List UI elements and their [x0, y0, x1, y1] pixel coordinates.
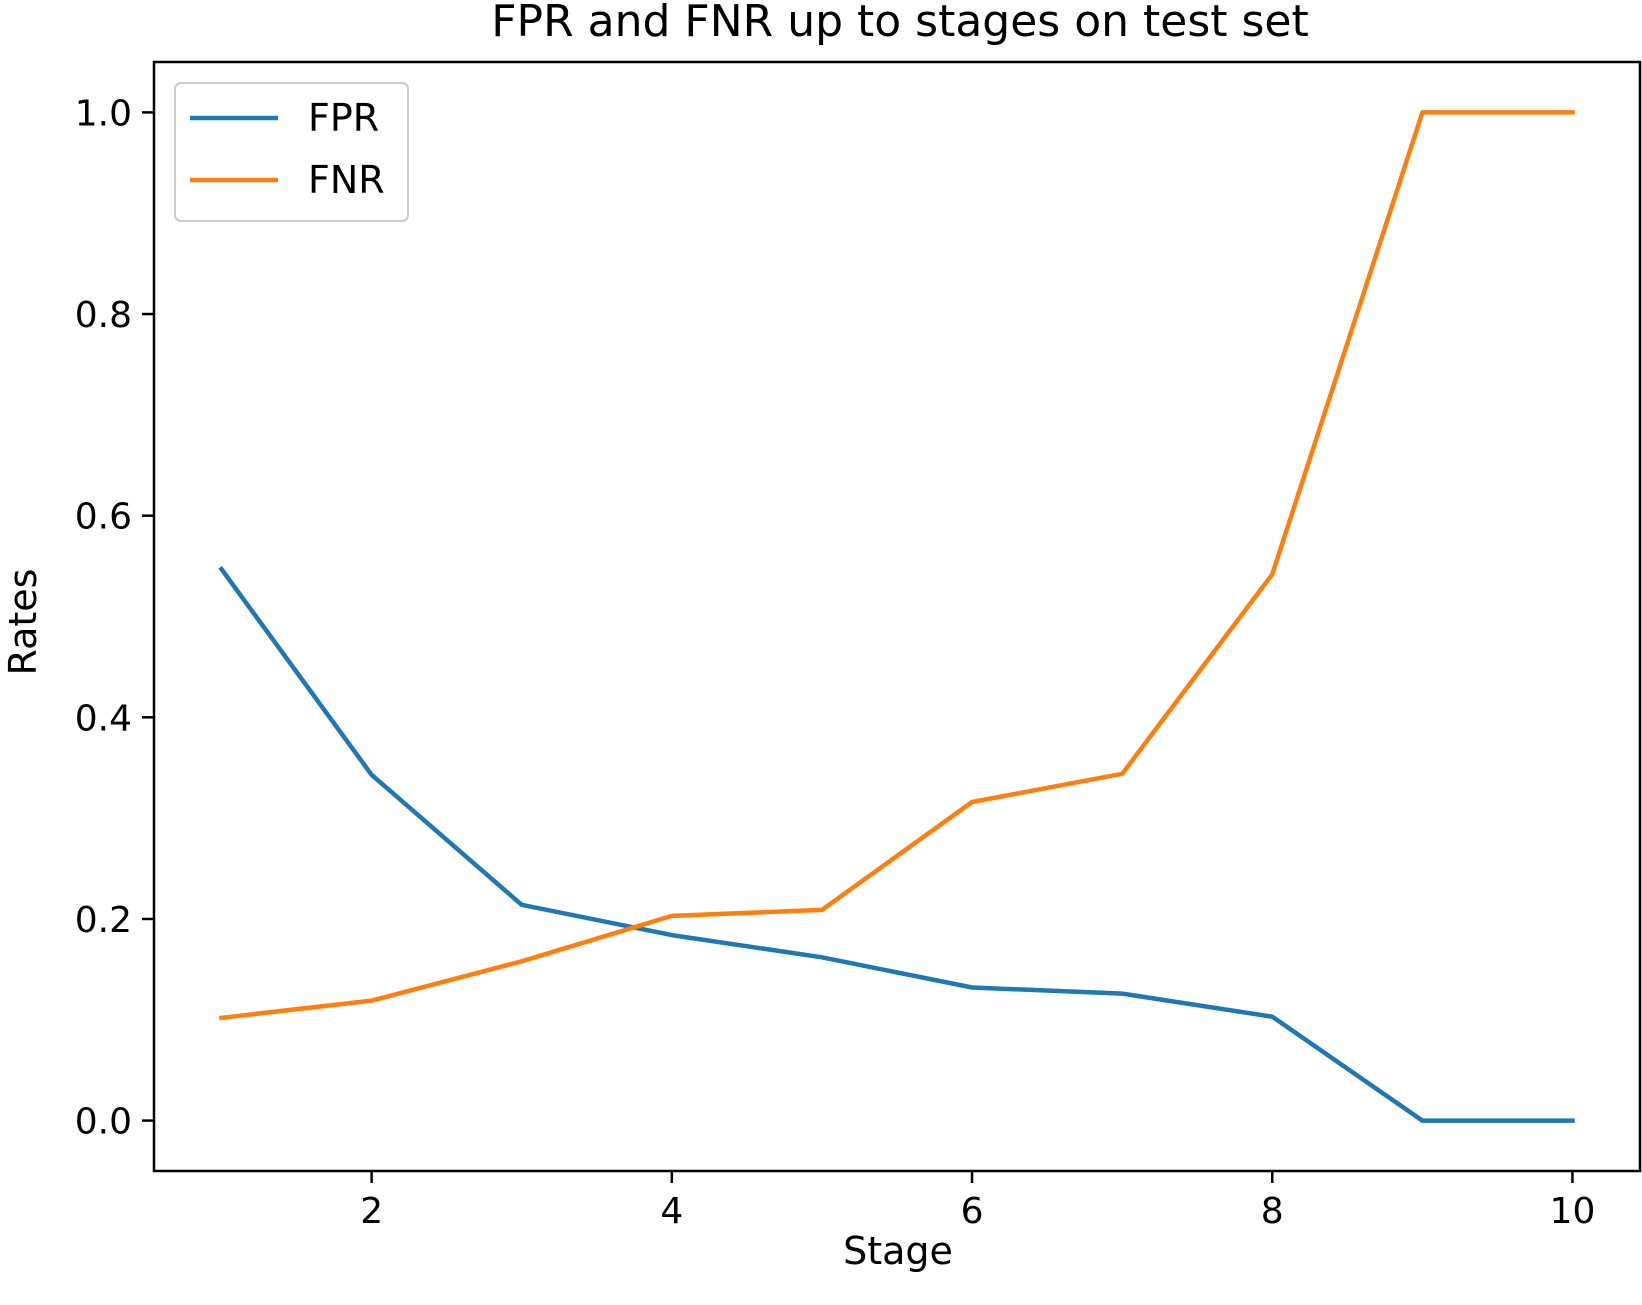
- x-tick-label: 6: [961, 1191, 984, 1232]
- legend: FPR FNR: [174, 82, 409, 222]
- y-axis: 0.0 0.2 0.4 0.6 0.8 1.0: [75, 93, 154, 1143]
- y-tick-label: 0.8: [75, 295, 132, 336]
- x-tick-label: 10: [1550, 1191, 1596, 1232]
- y-tick-label: 0.4: [75, 698, 132, 739]
- y-tick-label: 0.6: [75, 497, 132, 538]
- legend-label-fpr: FPR: [308, 96, 379, 140]
- y-tick-label: 0.0: [75, 1102, 132, 1143]
- x-tick-label: 2: [360, 1191, 383, 1232]
- axes-frame: [152, 60, 1642, 1173]
- chart-title: FPR and FNR up to stages on test set: [491, 0, 1308, 47]
- y-axis-label: Rates: [1, 569, 45, 676]
- legend-label-fnr: FNR: [308, 158, 385, 202]
- x-tick-label: 8: [1261, 1191, 1284, 1232]
- plot-area: [218, 110, 1575, 1123]
- series-line-fnr: [219, 110, 1575, 1021]
- x-axis-label: Stage: [843, 1229, 953, 1273]
- series-line-fpr: [218, 565, 1575, 1123]
- y-tick-label: 1.0: [75, 93, 132, 134]
- y-tick-label: 0.2: [75, 900, 132, 941]
- x-tick-label: 4: [660, 1191, 683, 1232]
- x-axis: 2 4 6 8 10: [360, 1171, 1595, 1232]
